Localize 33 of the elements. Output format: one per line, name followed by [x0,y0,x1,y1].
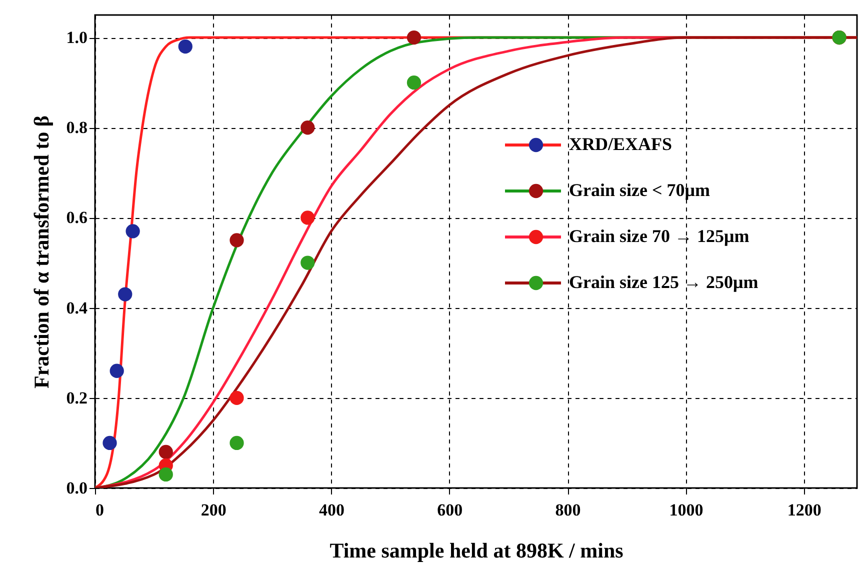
y-tick-label: 0.8 [66,118,88,138]
x-tick-label: 1200 [787,500,822,520]
y-tick-label: 0.0 [66,478,88,498]
y-tick-label: 0.4 [66,298,88,318]
y-tick-label: 0.2 [66,388,88,408]
point [178,39,192,54]
y-tick-label: 0.6 [66,208,88,228]
point [230,436,244,450]
point [406,76,422,90]
x-tick-label: 0 [96,500,104,520]
y-tick-label: 1.0 [66,28,88,48]
x-tick-label: 1000 [669,500,704,520]
point [118,287,132,302]
point [102,436,117,450]
x-tick-label: 800 [555,500,581,520]
x-tick-label: 400 [319,500,345,520]
legend-label: Grain size 125 → 250μm [569,272,758,292]
legend-label: XRD/EXAFS [569,134,672,154]
x-axis-title: Time sample held at 898K / mins [330,538,624,562]
point [300,256,315,270]
x-tick-label: 200 [200,500,226,520]
point [158,467,173,482]
legend-label: Grain size < 70μm [569,180,710,200]
point [126,224,140,238]
point [230,233,244,248]
point [110,364,124,378]
point [230,390,244,405]
y-axis-title: Fraction of α transformed to β [29,116,54,388]
point [158,444,173,460]
point [300,210,315,225]
x-tick-label: 600 [437,500,463,520]
point [406,30,422,45]
point [300,120,315,135]
